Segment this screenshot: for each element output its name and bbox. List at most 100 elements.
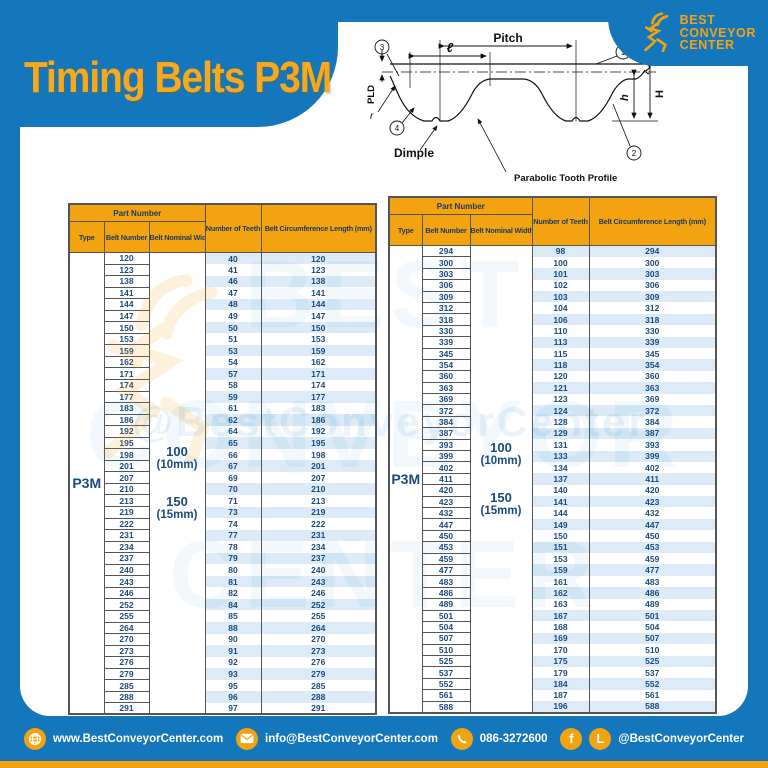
- footer-email[interactable]: info@BestConveyorCenter.com: [236, 727, 438, 750]
- teeth-cell: 162: [531, 587, 590, 599]
- belt-number-cell: 399: [421, 450, 471, 463]
- circumference-cell: 174: [311, 380, 326, 391]
- number-of-teeth-header: Number of Teeth: [531, 196, 590, 246]
- belt-number-cell: 294: [421, 244, 471, 258]
- belt-number-cell: 309: [421, 290, 471, 303]
- width-label: 150: [166, 494, 188, 510]
- belt-number-cell: 393: [421, 438, 471, 452]
- circumference-cell: 237: [261, 552, 377, 565]
- table-row: 198 66 198: [69, 448, 376, 461]
- table-row: 504 168 504: [389, 620, 716, 634]
- teeth-cell: 79: [204, 552, 262, 565]
- table-row: 183 61 183: [69, 402, 376, 415]
- belt-number-cell: 306: [421, 279, 471, 292]
- callout-2: 2: [632, 149, 637, 158]
- table-row: 162 54 162: [69, 355, 376, 369]
- teeth-cell: 95: [204, 679, 262, 692]
- h-label: h: [619, 94, 631, 101]
- circumference-cell: 300: [645, 257, 660, 268]
- website-label: www.BestConveyorCenter.com: [53, 732, 224, 745]
- circumference-cell: 345: [645, 348, 660, 359]
- footer-phone[interactable]: 086-3272600: [450, 727, 548, 750]
- table-row: 285 95 285: [69, 679, 376, 692]
- teeth-cell: 161: [531, 575, 590, 588]
- table-row: 423 141 423: [389, 495, 717, 509]
- circumference-cell: 477: [589, 564, 717, 576]
- part-number-header: Part Number: [68, 203, 206, 222]
- table-row: 177 59 177: [69, 390, 377, 404]
- brand-line-3: CENTER: [679, 38, 735, 53]
- table-row: 552 184 552: [389, 677, 717, 691]
- teeth-cell: 115: [531, 348, 590, 360]
- table-row: 213 71 213: [69, 494, 376, 508]
- footer-website[interactable]: www.BestConveyorCenter.com: [24, 727, 224, 750]
- table-row: 411 137 411: [389, 472, 717, 486]
- circumference-cell: 171: [261, 367, 377, 380]
- circumference-cell: 192: [311, 426, 326, 437]
- belt-number-cell: 174: [103, 379, 150, 392]
- teeth-cell: 58: [204, 379, 262, 392]
- teeth-cell: 64: [204, 425, 262, 438]
- table-row: 246 82 246: [69, 586, 376, 600]
- circumference-cell: 138: [261, 275, 377, 288]
- table-row: 264 88 264: [69, 621, 377, 635]
- circumference-cell: 264: [261, 622, 377, 634]
- belt-number-cell: 276: [103, 656, 150, 669]
- belt-number-cell: 210: [103, 482, 150, 496]
- table-row: 141 47 141: [69, 286, 376, 300]
- table-row: 387 129 387: [389, 427, 717, 440]
- table-row: 303 101 303: [389, 267, 717, 281]
- table-row: 300 100 300: [389, 256, 716, 269]
- belt-number-cell: 402: [421, 461, 471, 474]
- belt-number-cell: 447: [421, 518, 471, 531]
- teeth-cell: 169: [531, 632, 590, 645]
- belt-number-cell: 240: [103, 563, 150, 577]
- number-of-teeth-header: Number of Teeth: [204, 203, 262, 253]
- circumference-cell: 399: [589, 450, 717, 462]
- teeth-cell: 93: [204, 668, 262, 680]
- teeth-cell: 137: [531, 473, 590, 485]
- belt-number-cell: 339: [421, 336, 471, 349]
- table-row: 369 123 369: [389, 393, 716, 406]
- teeth-cell: 128: [531, 416, 590, 428]
- table-row: 306 102 306: [389, 279, 716, 292]
- type-header: Type: [68, 221, 105, 253]
- circumference-cell: 240: [311, 565, 326, 576]
- circumference-cell: 198: [311, 449, 326, 460]
- table-row: 372 124 372: [389, 404, 717, 417]
- table-row: 489 163 489: [389, 598, 716, 611]
- table-row: P3M 120 100 (10mm) 150 (15mm) 40 120: [68, 252, 377, 715]
- belt-number-cell: 279: [103, 667, 150, 681]
- width-label: 100: [166, 444, 188, 460]
- teeth-cell: 59: [204, 391, 262, 403]
- belt-number-cell: 270: [103, 633, 150, 646]
- teeth-cell: 170: [531, 644, 590, 656]
- belt-table-left: Part Number Number of Teeth Belt Circumf…: [68, 203, 378, 716]
- circumference-cell: 510: [645, 644, 660, 655]
- teeth-cell: 98: [531, 245, 590, 257]
- teeth-cell: 54: [204, 356, 262, 368]
- circumference-cell: 537: [645, 667, 660, 678]
- circumference-cell: 201: [261, 460, 377, 472]
- globe-icon: [24, 727, 46, 750]
- teeth-cell: 151: [531, 541, 590, 554]
- circumference-cell: 231: [261, 529, 377, 542]
- footer-social[interactable]: f L @BestConveyorCenter: [560, 727, 744, 750]
- line-icon[interactable]: L: [589, 727, 612, 750]
- circumference-cell: 123: [311, 264, 326, 275]
- phone-icon: [450, 727, 473, 750]
- circumference-cell: 432: [645, 508, 660, 519]
- belt-number-cell: 123: [103, 263, 150, 277]
- belt-number-cell: 243: [103, 575, 150, 588]
- belt-nominal-width-header: Belt Nominal Width: [469, 214, 533, 246]
- belt-number-cell: 423: [421, 495, 471, 509]
- teeth-cell: 67: [204, 460, 262, 472]
- circumference-cell: 252: [261, 598, 377, 611]
- facebook-icon[interactable]: f: [560, 727, 583, 750]
- teeth-cell: 47: [204, 287, 262, 299]
- table-row: 159 53 159: [69, 344, 377, 357]
- footer-contact-bar: www.BestConveyorCenter.com info@BestConv…: [0, 716, 768, 761]
- table-row: P3M 294 100 (10mm) 150 (15mm) 98 294: [388, 244, 717, 714]
- circumference-cell: 588: [589, 701, 717, 713]
- teeth-cell: 50: [204, 321, 262, 334]
